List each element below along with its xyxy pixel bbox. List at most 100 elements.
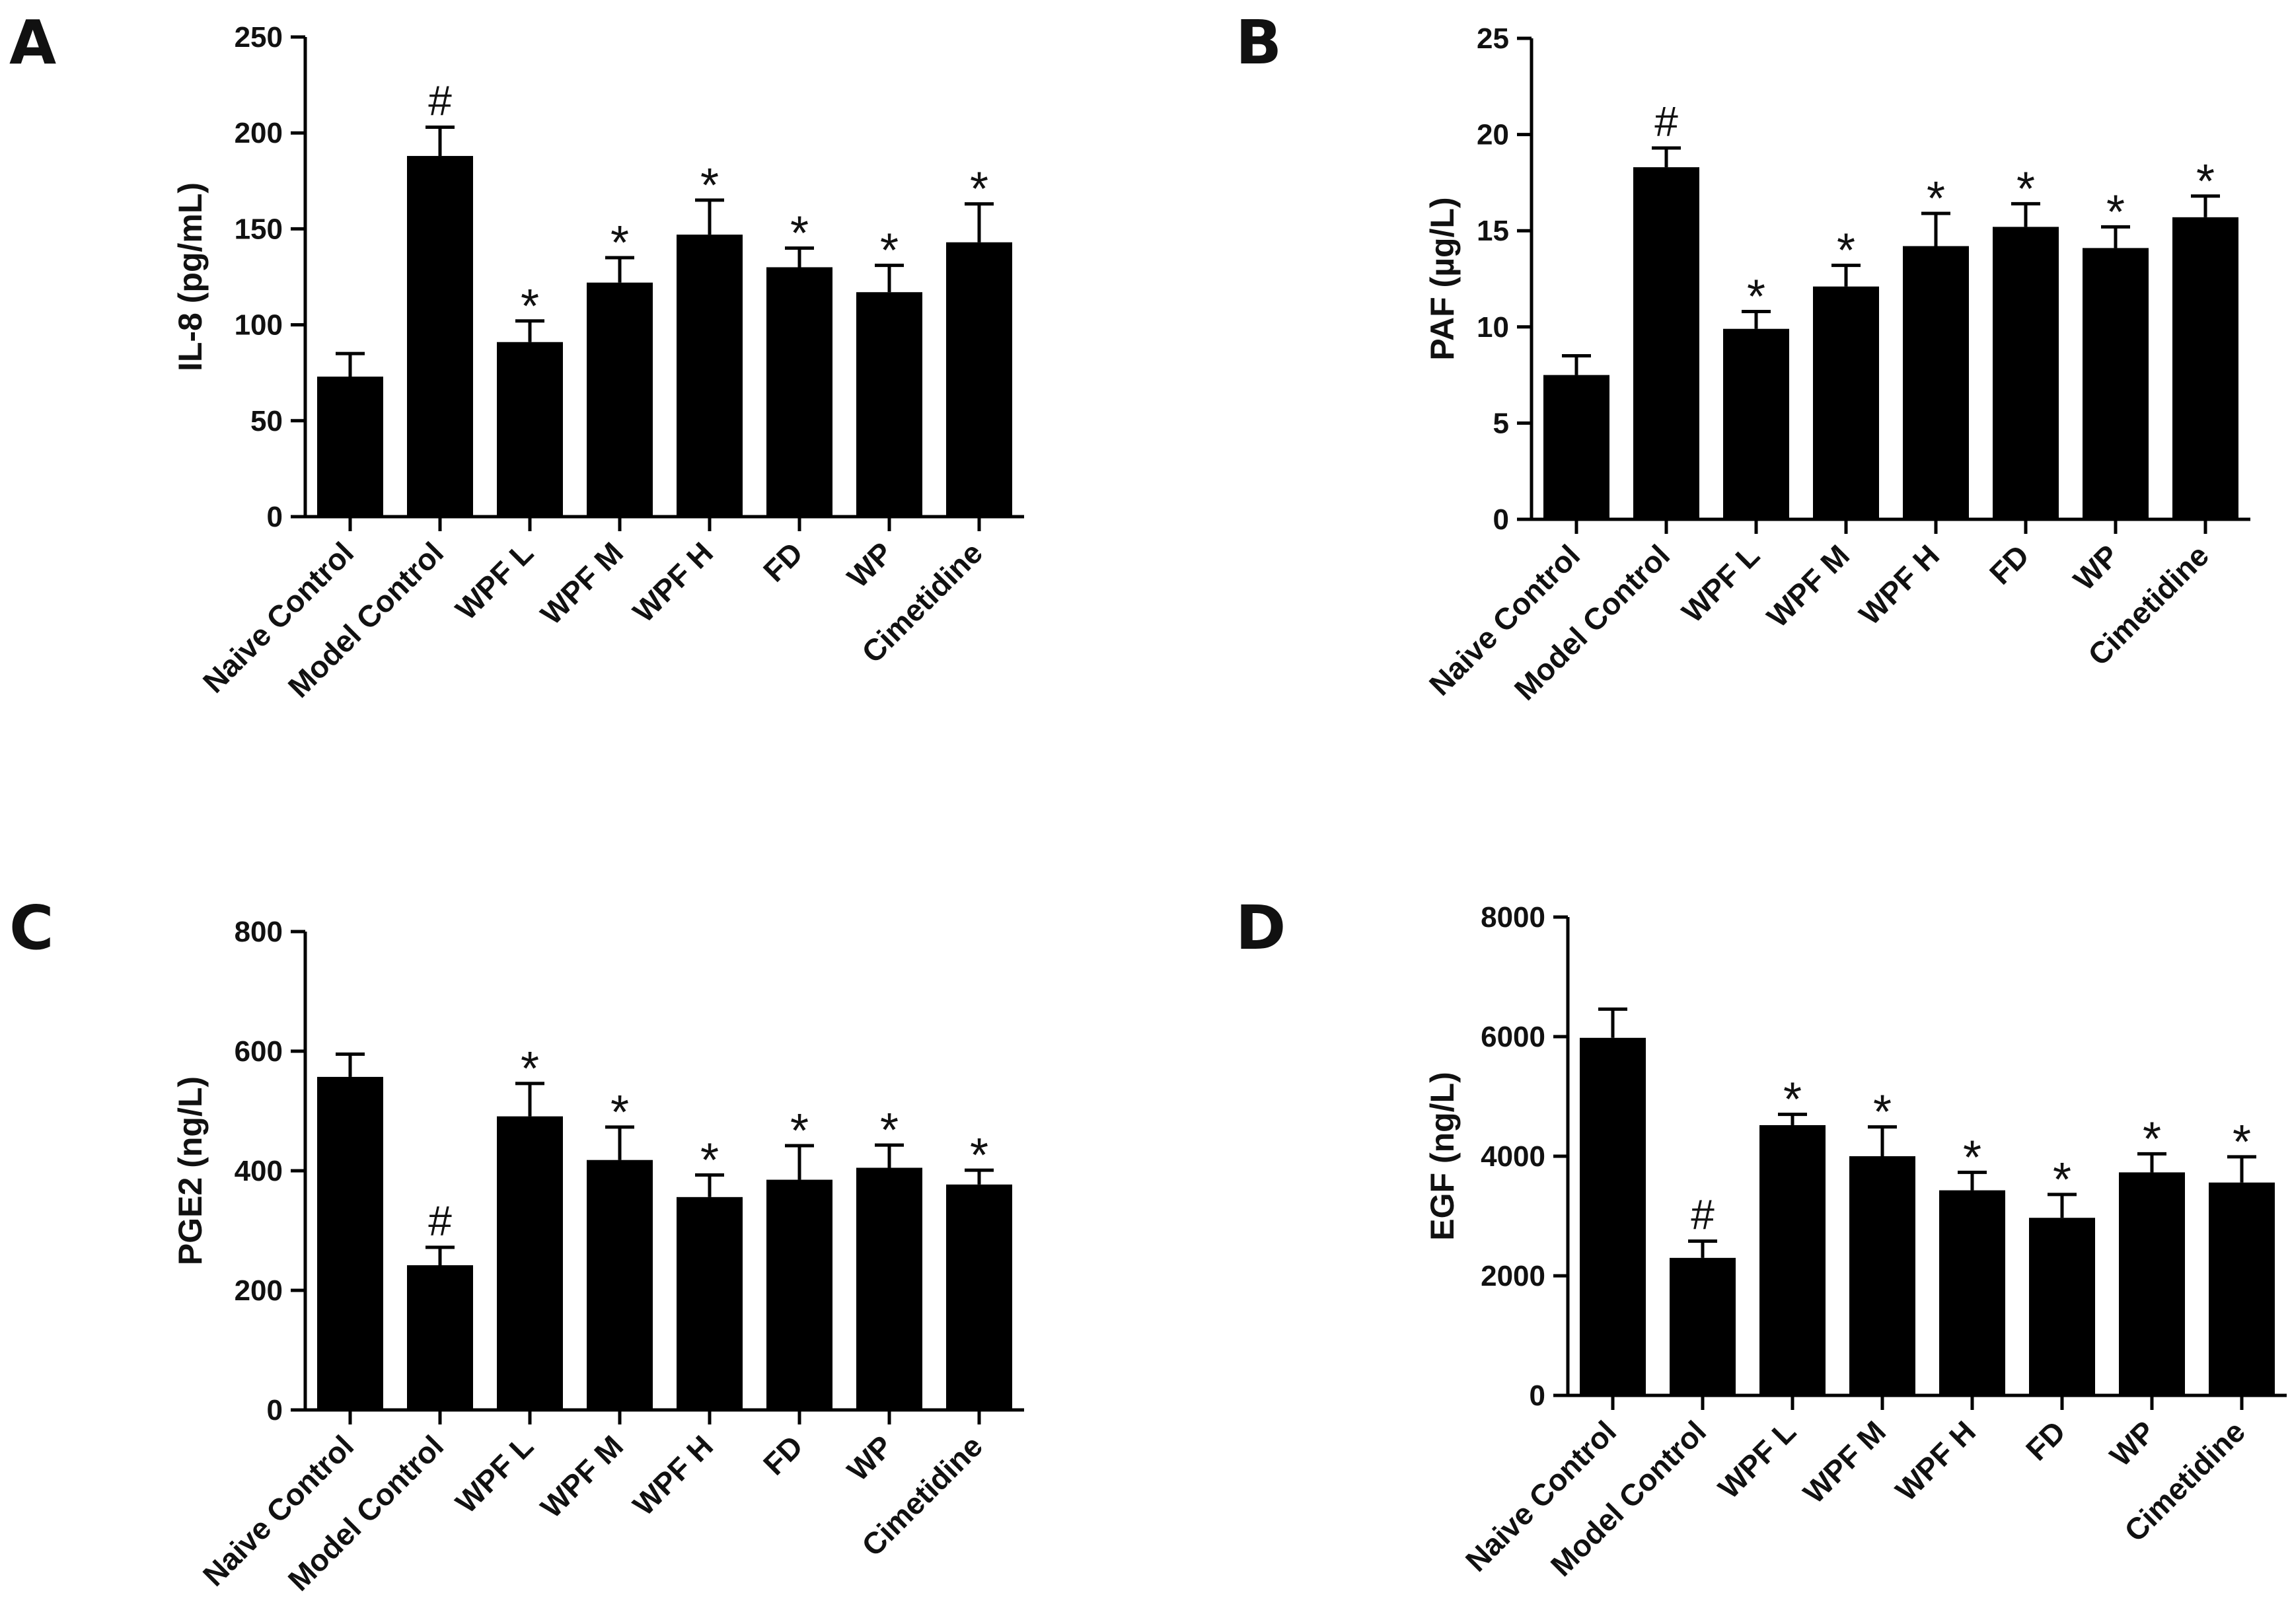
y-axis-title: PAF (µg/L) xyxy=(1424,197,1461,360)
bar-fd xyxy=(766,1179,832,1410)
significance-star: * xyxy=(1873,1086,1892,1139)
panel-letter: B xyxy=(1236,7,1282,78)
significance-star: * xyxy=(970,1129,988,1182)
x-category-label: WP xyxy=(2103,1414,2162,1473)
y-axis-title: PGE2 (ng/L) xyxy=(172,1076,209,1265)
x-category-label: WPF M xyxy=(1796,1414,1892,1510)
significance-star: * xyxy=(880,225,899,277)
y-tick-label: 0 xyxy=(1493,503,1509,536)
panel-c: C PGE2 (ng/L) 0 200 400 600 800 Naive Control # M… xyxy=(9,893,1024,1598)
significance-hash: # xyxy=(428,1197,452,1245)
bar-wpf-m xyxy=(1813,286,1879,519)
y-tick-label: 0 xyxy=(267,501,283,533)
bar-wp xyxy=(856,1167,922,1410)
x-category-label: Naive Control xyxy=(196,1428,360,1592)
significance-star: * xyxy=(1837,225,1855,277)
bar-wp xyxy=(2083,248,2149,519)
x-category-label: Model Control xyxy=(281,1428,450,1597)
significance-star: * xyxy=(1927,172,1945,225)
significance-star: * xyxy=(2196,155,2215,208)
panel-letter: D xyxy=(1236,893,1286,963)
significance-star: * xyxy=(1963,1131,1981,1184)
bar-naive-control xyxy=(317,1076,383,1410)
x-category-label: Model Control xyxy=(281,535,450,704)
y-tick-label: 10 xyxy=(1477,311,1509,344)
bar-wpf-h xyxy=(677,1197,743,1410)
bar-model-control xyxy=(1670,1257,1736,1395)
significance-hash: # xyxy=(1691,1191,1715,1239)
bar-wpf-m xyxy=(587,282,653,517)
y-tick-label: 20 xyxy=(1477,119,1509,151)
y-tick-label: 5 xyxy=(1493,407,1509,439)
x-category-label: FD xyxy=(757,1428,809,1481)
x-category-label: FD xyxy=(757,535,809,588)
y-tick-label: 250 xyxy=(235,21,283,54)
significance-star: * xyxy=(2143,1113,2161,1165)
bar-wpf-h xyxy=(677,235,743,517)
bar-fd xyxy=(1993,227,2059,519)
bar-wpf-l xyxy=(1723,328,1789,519)
y-tick-label: 600 xyxy=(235,1035,283,1068)
significance-star: * xyxy=(970,163,988,216)
significance-star: * xyxy=(521,1043,539,1095)
y-tick-label: 200 xyxy=(235,1274,283,1307)
x-category-label: FD xyxy=(2019,1414,2072,1467)
significance-star: * xyxy=(1783,1074,1802,1126)
significance-hash: # xyxy=(1654,98,1678,145)
x-category-label: Model Control xyxy=(1508,538,1676,706)
y-tick-label: 8000 xyxy=(1481,901,1545,934)
y-tick-label: 100 xyxy=(235,309,283,342)
bar-fd xyxy=(766,267,832,517)
bar-wpf-h xyxy=(1903,246,1969,519)
bar-model-control xyxy=(407,156,473,517)
significance-star: * xyxy=(1747,271,1765,324)
y-tick-label: 400 xyxy=(235,1155,283,1187)
significance-hash: # xyxy=(428,77,452,124)
x-category-label: Naive Control xyxy=(1422,538,1586,702)
x-category-label: WPF H xyxy=(626,535,720,629)
bar-wp xyxy=(856,292,922,517)
significance-star: * xyxy=(700,1134,719,1187)
x-category-label: WPF H xyxy=(1889,1414,1983,1508)
y-tick-label: 4000 xyxy=(1481,1140,1545,1173)
significance-star: * xyxy=(700,159,719,212)
y-tick-label: 0 xyxy=(267,1394,283,1426)
bar-fd xyxy=(2029,1218,2095,1395)
bar-cimetidine xyxy=(946,1184,1012,1410)
x-category-label: WP xyxy=(2067,538,2125,597)
y-tick-label: 2000 xyxy=(1481,1260,1545,1292)
bar-wp xyxy=(2119,1172,2185,1395)
bar-naive-control xyxy=(317,377,383,517)
bar-cimetidine xyxy=(2209,1182,2275,1395)
significance-star: * xyxy=(610,217,629,270)
x-category-label: WPF M xyxy=(534,1428,630,1524)
y-tick-label: 6000 xyxy=(1481,1021,1545,1053)
y-tick-label: 200 xyxy=(235,117,283,149)
x-category-label: WP xyxy=(840,535,899,594)
x-category-label: WPF H xyxy=(1853,538,1946,632)
x-category-label: WPF M xyxy=(1760,538,1856,634)
significance-star: * xyxy=(2233,1116,2251,1169)
y-tick-label: 150 xyxy=(235,213,283,245)
x-category-label: WPF L xyxy=(449,1428,540,1520)
x-category-label: Naive Control xyxy=(196,535,360,699)
bar-naive-control xyxy=(1580,1037,1646,1395)
bar-wpf-h xyxy=(1939,1190,2005,1395)
panel-b: B PAF (µg/L) 0 5 10 15 20 25 Naive Control # Model… xyxy=(1236,7,2250,707)
significance-star: * xyxy=(521,280,539,333)
y-axis-title: EGF (ng/L) xyxy=(1424,1072,1461,1241)
significance-star: * xyxy=(2016,163,2035,215)
bar-wpf-m xyxy=(1849,1156,1915,1395)
x-category-label: WPF L xyxy=(1711,1414,1802,1505)
significance-star: * xyxy=(2053,1154,2071,1206)
x-category-label: FD xyxy=(1983,538,2036,591)
bar-wpf-l xyxy=(497,1116,563,1410)
bar-model-control xyxy=(407,1265,473,1410)
significance-star: * xyxy=(2106,186,2125,239)
x-category-label: WPF L xyxy=(1675,538,1766,629)
y-tick-label: 0 xyxy=(1530,1380,1545,1412)
x-category-label: Naive Control xyxy=(1459,1414,1623,1578)
y-axis-title: IL-8 (pg/mL) xyxy=(172,182,209,371)
x-category-label: WP xyxy=(840,1428,899,1487)
